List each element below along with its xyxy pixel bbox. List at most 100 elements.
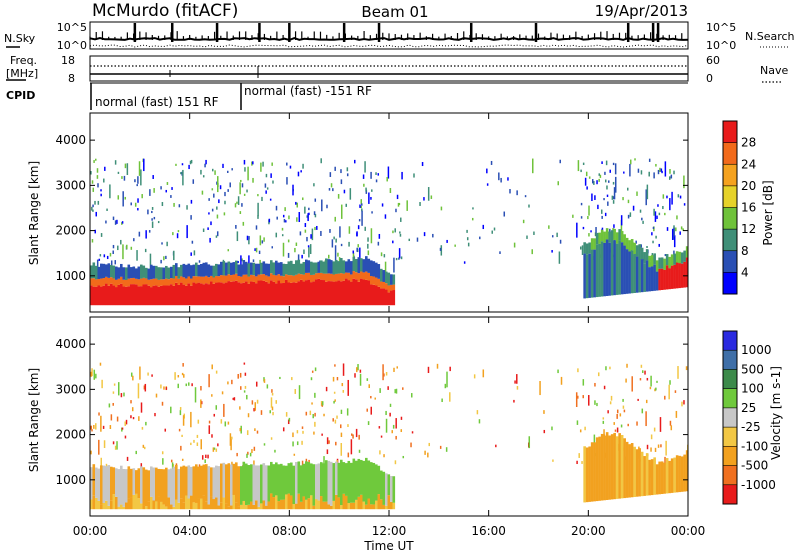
velocity-cell — [330, 461, 333, 506]
colorbar-tick-label: -1000 — [741, 478, 776, 492]
echo-cell — [181, 163, 184, 166]
power-cell — [240, 276, 243, 284]
colorbar-tick-label: 20 — [741, 179, 756, 193]
velocity-cell — [187, 465, 191, 499]
echo-cell — [308, 247, 310, 258]
velocity-cell — [282, 465, 286, 500]
echo-cell — [580, 202, 583, 206]
power-cell — [277, 262, 281, 275]
power-cell — [350, 281, 353, 306]
echo-cell — [352, 434, 354, 439]
power-cell — [645, 260, 649, 292]
echo-cell — [244, 385, 247, 389]
echo-cell — [334, 419, 337, 424]
echo-cell — [364, 161, 366, 173]
echo-cell — [648, 171, 650, 177]
echo-cell — [579, 429, 582, 433]
power-cell — [215, 263, 218, 277]
power-cell — [165, 278, 168, 286]
echo-cell — [676, 215, 678, 220]
echo-cell — [161, 401, 164, 406]
echo-cell — [616, 409, 619, 414]
power-cell — [130, 278, 133, 285]
power-cell — [325, 273, 328, 282]
echo-cell — [227, 381, 229, 385]
power-cell — [635, 256, 639, 293]
power-cell — [653, 253, 656, 265]
velocity-cell — [240, 504, 243, 510]
power-cell — [280, 275, 283, 284]
velocity-cell — [608, 435, 611, 500]
echo-cell — [440, 206, 443, 211]
velocity-cell — [160, 469, 163, 502]
echo-cell — [325, 386, 328, 392]
echo-cell — [112, 244, 115, 249]
power-cell — [355, 258, 358, 273]
echo-cell — [629, 212, 632, 217]
power-cell — [665, 254, 669, 266]
power-cell — [305, 272, 308, 281]
power-cell — [237, 276, 241, 283]
power-cell — [367, 272, 371, 281]
echo-cell — [147, 209, 149, 215]
echo-cell — [387, 386, 389, 390]
power-cell — [120, 263, 123, 277]
velocity-cell — [583, 446, 586, 503]
echo-cell — [680, 226, 683, 230]
echo-cell — [244, 372, 247, 376]
echo-cell — [367, 421, 370, 426]
echo-cell — [122, 191, 124, 207]
power-cell — [240, 264, 243, 277]
power-cell — [170, 266, 173, 279]
echo-cell — [356, 367, 358, 373]
power-cell — [90, 285, 93, 306]
echo-cell — [366, 378, 369, 381]
echo-cell — [151, 374, 153, 377]
echo-cell — [383, 373, 385, 377]
echo-cell — [275, 205, 278, 211]
echo-cell — [363, 183, 365, 187]
echo-cell — [307, 245, 310, 248]
echo-cell — [165, 387, 168, 390]
echo-cell — [247, 451, 249, 455]
echo-cell — [637, 168, 640, 173]
echo-cell — [539, 380, 541, 396]
echo-cell — [349, 188, 352, 200]
echo-cell — [332, 418, 334, 422]
power-cell — [613, 240, 616, 296]
power-cell — [160, 267, 163, 280]
velocity-cell — [320, 462, 323, 497]
velocity-cell — [290, 495, 293, 510]
power-cell — [225, 275, 228, 283]
power-cell — [608, 242, 611, 296]
power-cell — [132, 284, 136, 306]
power-cell — [147, 268, 151, 280]
velocity-cell — [683, 454, 686, 492]
echo-cell — [95, 373, 97, 379]
echo-cell — [298, 212, 301, 223]
power-cell — [390, 290, 393, 306]
power-cell — [620, 231, 624, 243]
echo-cell — [200, 399, 202, 408]
echo-cell — [392, 230, 394, 234]
echo-cell — [227, 170, 229, 173]
echo-cell — [90, 450, 92, 455]
echo-cell — [269, 410, 271, 414]
power-cell — [650, 266, 654, 292]
echo-cell — [288, 417, 291, 422]
echo-cell — [607, 410, 609, 414]
power-cell — [337, 261, 341, 274]
echo-cell — [395, 418, 397, 429]
echo-cell — [340, 442, 343, 456]
power-cell — [387, 292, 391, 306]
power-cell — [257, 263, 261, 275]
echo-cell — [657, 204, 659, 207]
velocity-cell — [180, 466, 183, 499]
power-cell — [380, 281, 383, 289]
y-tick-label: 1000 — [55, 473, 86, 487]
velocity-cell — [380, 470, 383, 500]
power-cell — [347, 272, 351, 281]
velocity-cell — [157, 496, 161, 510]
echo-cell — [616, 413, 618, 419]
